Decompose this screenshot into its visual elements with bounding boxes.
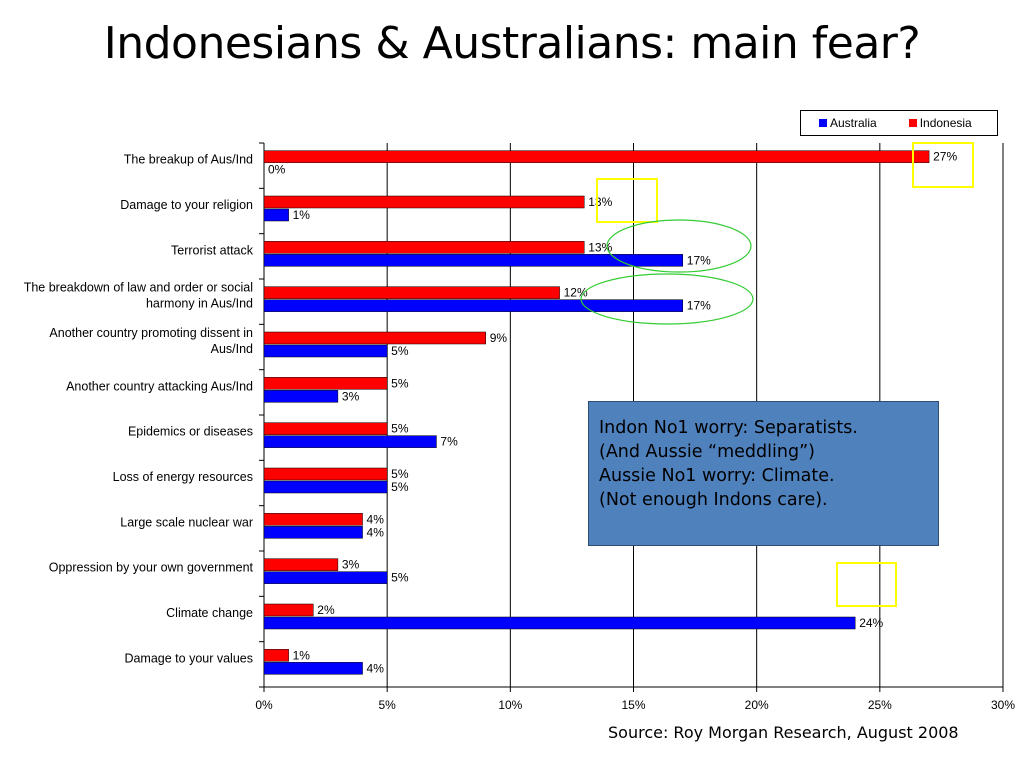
data-label-indonesia: 9% <box>490 331 508 345</box>
legend-item-australia: Australia <box>819 116 877 130</box>
legend-swatch-australia <box>819 119 827 127</box>
callout-line: (And Aussie “meddling”) <box>599 442 815 462</box>
category-label: The breakdown of law and order or social <box>24 281 253 295</box>
data-label-indonesia: 3% <box>342 558 360 572</box>
legend-label-indonesia: Indonesia <box>919 116 972 130</box>
callout-box: Indon No1 worry: Separatists. (And Aussi… <box>588 401 939 546</box>
legend-item-indonesia: Indonesia <box>908 116 972 130</box>
legend: Australia Indonesia <box>800 110 998 136</box>
data-label-indonesia: 5% <box>391 376 409 390</box>
data-label-australia: 17% <box>687 299 711 313</box>
bar-indonesia <box>263 377 388 390</box>
source-note: Source: Roy Morgan Research, August 2008 <box>608 723 959 742</box>
data-label-australia: 1% <box>293 208 311 222</box>
bar-indonesia <box>263 241 585 254</box>
category-label: Loss of energy resources <box>113 470 253 484</box>
data-label-australia: 5% <box>391 344 409 358</box>
data-label-indonesia: 1% <box>293 648 311 662</box>
x-tick-label: 20% <box>745 698 769 712</box>
category-label: Damage to your values <box>124 651 253 665</box>
x-tick-label: 0% <box>255 698 273 712</box>
bar-indonesia <box>263 467 388 481</box>
slide-title: Indonesians & Australians: main fear? <box>103 18 921 69</box>
callout-line: (Not enough Indons care). <box>599 490 828 510</box>
bar-australia <box>263 571 388 584</box>
highlight-box-breakup <box>912 142 974 188</box>
category-label: Climate change <box>166 606 253 620</box>
x-tick-label: 25% <box>868 698 892 712</box>
bar-indonesia <box>263 603 314 617</box>
bar-australia <box>263 480 388 494</box>
callout-line: Aussie No1 worry: Climate. <box>599 466 835 486</box>
highlight-box-religion <box>596 178 658 223</box>
callout-line: Indon No1 worry: Separatists. <box>599 418 858 438</box>
legend-swatch-indonesia <box>908 119 917 127</box>
category-label: Large scale nuclear war <box>120 515 253 529</box>
highlight-ellipse-law-order <box>580 273 754 325</box>
bar-australia <box>263 616 856 630</box>
x-tick-label: 10% <box>498 698 522 712</box>
bar-australia <box>263 208 289 222</box>
data-label-australia: 17% <box>687 253 711 267</box>
legend-label-australia: Australia <box>830 116 877 130</box>
bar-australia <box>263 344 388 358</box>
highlight-box-climate <box>836 562 897 607</box>
data-label-indonesia: 13% <box>588 240 612 254</box>
bar-indonesia <box>263 331 486 345</box>
category-label: Terrorist attack <box>171 243 254 257</box>
data-label-australia: 24% <box>859 616 883 630</box>
highlight-ellipse-terrorist <box>606 219 752 273</box>
bar-australia <box>263 254 684 267</box>
bar-indonesia <box>263 649 289 662</box>
data-label-indonesia: 2% <box>317 603 335 617</box>
data-label-australia: 4% <box>367 525 385 539</box>
data-label-indonesia: 5% <box>391 467 409 481</box>
bar-indonesia <box>263 195 585 209</box>
category-label: The breakup of Aus/Ind <box>124 153 253 167</box>
data-label-australia: 5% <box>391 480 409 494</box>
bar-indonesia <box>263 286 560 299</box>
data-label-australia: 4% <box>367 661 385 675</box>
data-label-indonesia: 13% <box>588 195 612 209</box>
x-tick-label: 15% <box>621 698 645 712</box>
category-label: Damage to your religion <box>120 198 253 212</box>
x-tick-label: 30% <box>991 698 1015 712</box>
data-label-australia: 7% <box>440 435 458 449</box>
data-label-australia: 5% <box>391 571 409 585</box>
bar-australia <box>263 526 363 539</box>
category-label: Another country attacking Aus/Ind <box>66 379 253 393</box>
category-label: Aus/Ind <box>211 342 253 356</box>
bar-indonesia <box>263 422 388 435</box>
data-label-indonesia: 4% <box>367 512 385 526</box>
bar-indonesia <box>263 558 339 571</box>
category-label: harmony in Aus/Ind <box>146 297 253 311</box>
bar-indonesia <box>263 150 930 163</box>
x-tick-label: 5% <box>378 698 396 712</box>
data-label-australia: 3% <box>342 389 360 403</box>
data-label-indonesia: 5% <box>391 422 409 436</box>
data-label-indonesia: 27% <box>933 150 957 164</box>
category-label: Epidemics or diseases <box>128 425 253 439</box>
bar-australia <box>263 435 437 448</box>
category-label: Oppression by your own government <box>49 561 254 575</box>
data-label-australia: 0% <box>268 163 286 177</box>
bar-australia <box>263 299 684 312</box>
bar-australia <box>263 390 339 403</box>
bar-australia <box>263 662 363 675</box>
bar-indonesia <box>263 513 363 526</box>
category-label: Another country promoting dissent in <box>49 326 253 340</box>
